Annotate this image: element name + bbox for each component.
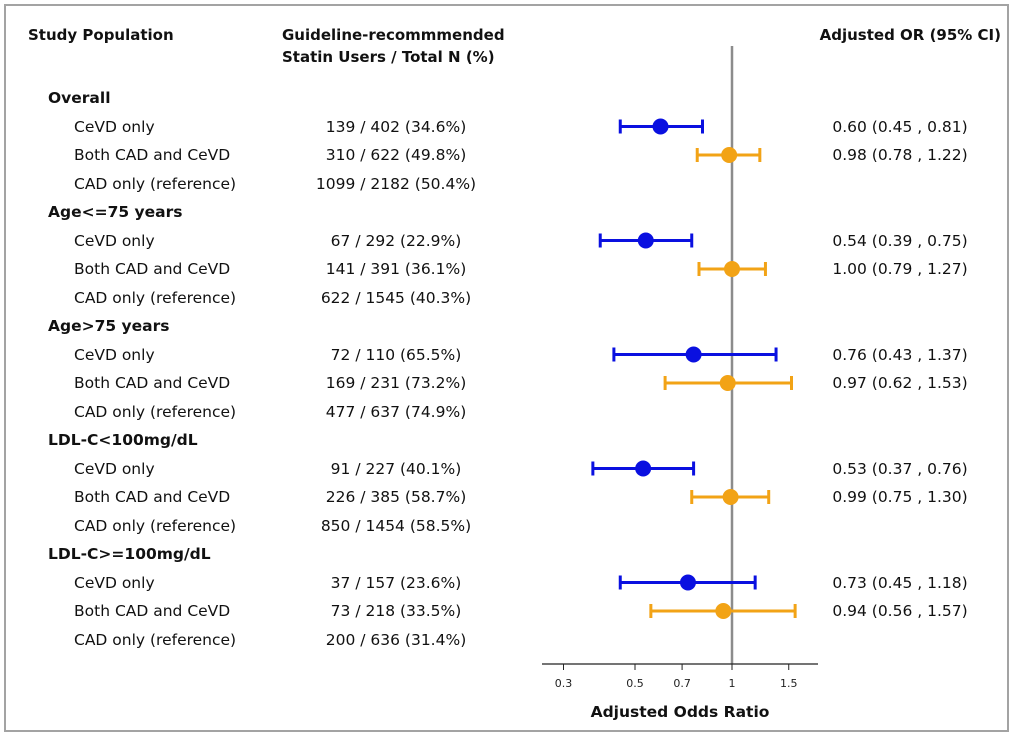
- population-label: CeVD only: [74, 345, 155, 364]
- statin-count: 67 / 292 (22.9%): [330, 231, 462, 250]
- x-tick-label: 1.5: [780, 677, 798, 690]
- population-label: CAD only (reference): [74, 516, 237, 535]
- table-row: CeVD only 91 / 227 (40.1%) 0.53 (0.37 , 0.…: [0, 455, 1015, 483]
- group-label: Age<=75 years: [48, 203, 183, 221]
- statin-count: 72 / 110 (65.5%): [330, 345, 462, 364]
- population-label: CAD only (reference): [74, 174, 237, 193]
- point-estimate: [721, 147, 738, 163]
- statin-count: 200 / 636 (31.4%): [325, 630, 467, 649]
- group-label: LDL-C>=100mg/dL: [48, 545, 211, 563]
- or-ci-value: 0.76 (0.43 , 1.37): [832, 345, 968, 364]
- table-row: CeVD only 72 / 110 (65.5%) 0.76 (0.43 , 1.…: [0, 341, 1015, 369]
- header-statin-line1: Guideline-recommmended: [282, 26, 505, 44]
- group-label: Age>75 years: [48, 317, 170, 335]
- population-label: Both CAD and CeVD: [74, 260, 231, 278]
- table-row: CeVD only 139 / 402 (34.6%) 0.60 (0.45 , 0…: [0, 113, 1015, 141]
- statin-count: 139 / 402 (34.6%): [325, 117, 467, 136]
- table-row: CAD only (reference) 622 / 1545 (40.3%): [0, 284, 1015, 312]
- statin-count: 622 / 1545 (40.3%): [320, 288, 472, 307]
- table-row: CAD only (reference) 1099 / 2182 (50.4%): [0, 170, 1015, 198]
- or-ci-value: 0.99 (0.75 , 1.30): [832, 488, 968, 506]
- group-row: Age>75 years: [0, 312, 1015, 340]
- statin-count: 141 / 391 (36.1%): [325, 260, 467, 278]
- table-row: CAD only (reference) 477 / 637 (74.9%): [0, 398, 1015, 426]
- population-label: CAD only (reference): [74, 630, 237, 649]
- table-row: CeVD only 37 / 157 (23.6%) 0.73 (0.45 , 1.…: [0, 569, 1015, 597]
- header-adjusted-or: Adjusted OR (95% CI): [819, 26, 1001, 44]
- or-ci-value: 0.94 (0.56 , 1.57): [832, 602, 968, 620]
- group-row: LDL-C>=100mg/dL: [0, 540, 1015, 568]
- header-statin-line2: Statin Users / Total N (%): [282, 48, 495, 66]
- point-estimate: [719, 375, 736, 391]
- population-label: CeVD only: [74, 231, 155, 250]
- group-row: Age<=75 years: [0, 198, 1015, 226]
- population-label: Both CAD and CeVD: [74, 488, 231, 506]
- statin-count: 477 / 637 (74.9%): [325, 402, 467, 421]
- header-study-population: Study Population: [28, 26, 174, 44]
- point-estimate: [652, 118, 669, 135]
- point-estimate: [679, 574, 696, 591]
- statin-count: 850 / 1454 (58.5%): [320, 516, 472, 535]
- population-label: CAD only (reference): [74, 288, 237, 307]
- statin-count: 37 / 157 (23.6%): [330, 573, 462, 592]
- or-ci-value: 0.73 (0.45 , 1.18): [832, 573, 968, 592]
- population-label: Both CAD and CeVD: [74, 374, 231, 392]
- or-ci-value: 0.54 (0.39 , 0.75): [832, 231, 968, 250]
- group-row: LDL-C<100mg/dL: [0, 426, 1015, 454]
- population-label: CeVD only: [74, 573, 155, 592]
- table-row: CAD only (reference) 850 / 1454 (58.5%): [0, 512, 1015, 540]
- statin-count: 169 / 231 (73.2%): [325, 374, 467, 392]
- or-ci-value: 0.53 (0.37 , 0.76): [832, 459, 968, 478]
- x-tick-label: 0.7: [673, 677, 691, 690]
- or-ci-value: 0.98 (0.78 , 1.22): [832, 146, 968, 164]
- statin-count: 1099 / 2182 (50.4%): [315, 174, 477, 193]
- population-label: Both CAD and CeVD: [74, 146, 231, 164]
- population-label: CAD only (reference): [74, 402, 237, 421]
- group-row: Overall: [0, 84, 1015, 112]
- statin-count: 226 / 385 (58.7%): [325, 488, 467, 506]
- statin-count: 91 / 227 (40.1%): [330, 459, 462, 478]
- point-estimate: [722, 489, 739, 505]
- or-ci-value: 0.97 (0.62 , 1.53): [832, 374, 968, 392]
- group-label: Overall: [48, 89, 111, 107]
- or-ci-value: 1.00 (0.79 , 1.27): [832, 260, 968, 278]
- point-estimate: [637, 232, 654, 249]
- table-row: Both CAD and CeVD 141 / 391 (36.1%) 1.00 (…: [0, 255, 1015, 283]
- x-tick-label: 0.5: [626, 677, 644, 690]
- population-label: CeVD only: [74, 459, 155, 478]
- x-tick-label: 1: [729, 677, 736, 690]
- point-estimate: [724, 261, 740, 277]
- figure-frame: [4, 4, 1009, 732]
- table-row: Both CAD and CeVD 73 / 218 (33.5%) 0.94 (0…: [0, 597, 1015, 625]
- table-row: Both CAD and CeVD 310 / 622 (49.8%) 0.98 (…: [0, 141, 1015, 169]
- population-label: CeVD only: [74, 117, 155, 136]
- table-row: CeVD only 67 / 292 (22.9%) 0.54 (0.39 , 0.…: [0, 227, 1015, 255]
- point-estimate: [635, 460, 652, 477]
- header-statin-users: Guideline-recommmended Statin Users / To…: [282, 24, 505, 68]
- statin-count: 73 / 218 (33.5%): [330, 602, 462, 620]
- population-label: Both CAD and CeVD: [74, 602, 231, 620]
- group-label: LDL-C<100mg/dL: [48, 431, 198, 449]
- statin-count: 310 / 622 (49.8%): [325, 146, 467, 164]
- point-estimate: [685, 346, 702, 363]
- x-axis-title: Adjusted Odds Ratio: [591, 703, 770, 721]
- table-row: Both CAD and CeVD 226 / 385 (58.7%) 0.99 (…: [0, 483, 1015, 511]
- or-ci-value: 0.60 (0.45 , 0.81): [832, 117, 968, 136]
- table-row: Both CAD and CeVD 169 / 231 (73.2%) 0.97 (…: [0, 369, 1015, 397]
- table-row: CAD only (reference) 200 / 636 (31.4%): [0, 626, 1015, 654]
- x-tick-label: 0.3: [555, 677, 573, 690]
- point-estimate: [715, 603, 732, 619]
